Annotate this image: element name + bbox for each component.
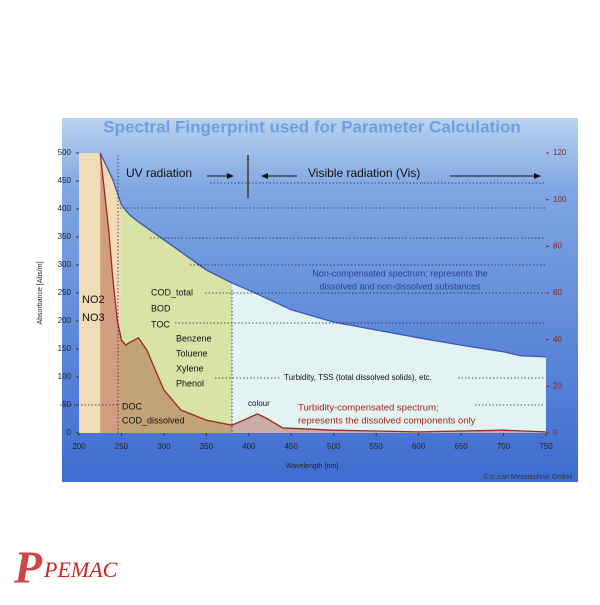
x-tick-label: 600 (412, 442, 426, 451)
annotation: NO3 (82, 312, 105, 324)
y2-tick-label: 60 (553, 288, 562, 297)
x-tick-label: 250 (115, 442, 129, 451)
y2-tick-label: 100 (553, 195, 567, 204)
annotation: UV radiation (126, 166, 192, 180)
annotation: DOC (122, 401, 143, 411)
annotation: © s::can Messtechnik GmbH (483, 473, 572, 481)
x-axis-label: Wavelength [nm] (286, 463, 338, 470)
y-tick-label: 150 (58, 344, 72, 353)
y-tick-label: 450 (58, 176, 72, 185)
y2-tick-label: 80 (553, 241, 562, 250)
y-tick-label: 200 (58, 316, 72, 325)
y-tick-label: 400 (58, 204, 72, 213)
logo: P PEMAC (13, 542, 118, 593)
annotation: COD_total (151, 287, 193, 297)
annotation: Turbidity, TSS (total dissolved solids),… (284, 373, 432, 382)
x-tick-label: 500 (327, 442, 341, 451)
y2-tick-label: 20 (553, 381, 562, 390)
chart-title: Spectral Fingerprint used for Parameter … (103, 117, 521, 136)
annotation: Visible radiation (Vis) (308, 166, 420, 180)
logo-text: PEMAC (43, 557, 118, 582)
x-tick-label: 700 (497, 442, 511, 451)
series-line (99, 152, 547, 358)
y2-tick-label: 40 (553, 335, 562, 344)
annotation: colour (248, 399, 270, 408)
annotation: Toluene (176, 348, 208, 358)
y-tick-label: 350 (58, 232, 72, 241)
x-tick-label: 400 (242, 442, 256, 451)
y-tick-label: 0 (67, 428, 72, 437)
annotation: dissolved and non-dissolved substances (319, 281, 481, 291)
annotation: Phenol (176, 378, 204, 388)
series-area (100, 153, 547, 433)
x-tick-label: 650 (454, 442, 468, 451)
y-axis-label: Absorbance [Abs/m] (37, 261, 44, 324)
series-line (99, 152, 547, 433)
annotation: Xylene (176, 363, 204, 373)
annotation: Turbidity-compensated spectrum; (298, 403, 439, 414)
annotation: TOC (151, 319, 170, 329)
y-tick-label: 250 (58, 288, 72, 297)
annotation: BOD (151, 303, 171, 313)
annotation: COD_dissolved (122, 415, 185, 425)
x-tick-label: 450 (285, 442, 299, 451)
annotation: Benzene (176, 333, 212, 343)
svg-text:P: P (13, 542, 43, 593)
x-tick-label: 300 (157, 442, 171, 451)
y2-tick-label: 120 (553, 148, 567, 157)
x-tick-label: 550 (370, 442, 384, 451)
guides (60, 155, 545, 433)
y-tick-label: 300 (58, 260, 72, 269)
y2-tick-label: 0 (553, 428, 558, 437)
annotation: NO2 (82, 294, 105, 306)
x-tick-label: 200 (72, 442, 86, 451)
y-tick-label: 500 (58, 148, 72, 157)
annotation: represents the dissolved components only (298, 416, 476, 427)
y-tick-label: 100 (58, 372, 72, 381)
x-tick-label: 350 (200, 442, 214, 451)
y-tick-label: 50 (62, 400, 71, 409)
x-tick-label: 750 (539, 442, 553, 451)
annotation: Non-compensated spectrum; represents the (312, 268, 488, 278)
